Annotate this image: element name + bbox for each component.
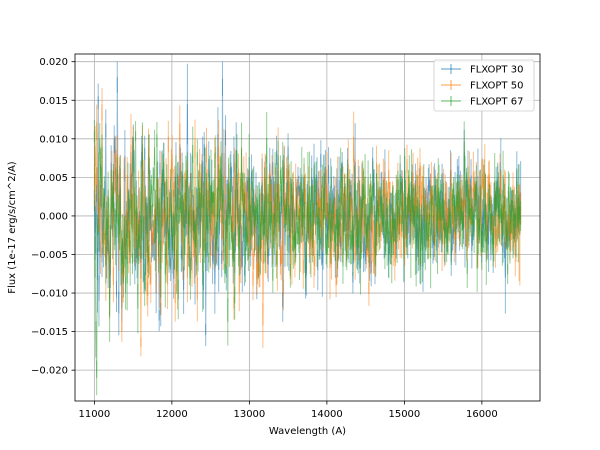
x-tick-label: 12000 (156, 409, 188, 420)
plot-frame (74, 53, 541, 402)
x-tick-label: 11000 (78, 409, 110, 420)
series-3 (93, 111, 522, 396)
legend: FLXOPT 30 FLXOPT 50 FLXOPT 67 (433, 59, 535, 112)
legend-item: FLXOPT 67 (441, 96, 523, 108)
y-tick-label: −0.020 (31, 366, 68, 377)
y-tick-label: −0.010 (31, 289, 68, 300)
y-tick-label: 0.010 (39, 134, 68, 145)
legend-item: FLXOPT 30 (441, 64, 523, 76)
ticks-layer: 11000 12000 13000 14000 15000 16000 −0.020 −0.0… (31, 57, 498, 420)
y-tick-label: −0.015 (31, 327, 68, 338)
series-layer (93, 61, 522, 396)
x-tick-label: 13000 (233, 409, 265, 420)
legend-label: FLXOPT 50 (470, 81, 523, 92)
legend-label: FLXOPT 30 (470, 65, 523, 76)
series-line (93, 131, 522, 378)
x-tick-label: 16000 (466, 409, 498, 420)
x-tick-label: 14000 (311, 409, 343, 420)
y-tick-label: 0.015 (39, 96, 68, 107)
legend-label: FLXOPT 67 (470, 97, 523, 108)
y-axis-title: Flux (1e-17 erg/s/cm^2/A) (7, 161, 18, 293)
y-tick-label: 0.000 (39, 211, 68, 222)
legend-box (433, 59, 535, 112)
x-tick-label: 15000 (388, 409, 420, 420)
y-tick-label: 0.020 (39, 57, 68, 68)
y-tick-label: −0.005 (31, 250, 68, 261)
x-axis-title: Wavelength (A) (269, 426, 346, 437)
y-tick-label: 0.005 (39, 173, 68, 184)
legend-item: FLXOPT 50 (441, 80, 523, 92)
